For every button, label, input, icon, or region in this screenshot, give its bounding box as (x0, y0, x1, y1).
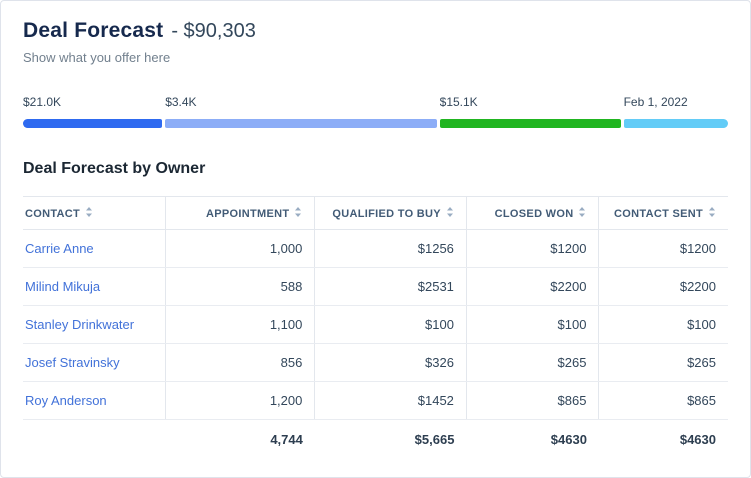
table-row: Milind Mikuja 588 $2531 $2200 $2200 (23, 267, 728, 306)
closed-won-value: $865 (466, 381, 600, 420)
qualified-value: $326 (314, 343, 467, 382)
header: Deal Forecast - $90,303 (23, 19, 728, 43)
column-header-contact[interactable]: Contact (23, 196, 166, 230)
contact-link[interactable]: Josef Stravinsky (25, 355, 120, 370)
column-header-qualified-to-buy[interactable]: Qualified to Buy (314, 196, 467, 230)
sort-icon (446, 207, 453, 217)
qualified-value: $100 (314, 305, 467, 344)
table-row: Stanley Drinkwater 1,100 $100 $100 $100 (23, 305, 728, 344)
table-title: Deal Forecast by Owner (23, 160, 206, 177)
totals-empty-cell (23, 420, 165, 460)
closed-won-value: $100 (466, 305, 600, 344)
progress-segment (623, 119, 728, 128)
table-header-row: Contact Appointment Qualified to Buy Clo… (23, 196, 728, 230)
contact-sent-value: $865 (598, 381, 728, 420)
total-qualified: $5,665 (414, 432, 455, 447)
column-header-closed-won[interactable]: Closed Won (466, 196, 600, 230)
column-header-contact-sent[interactable]: Contact Sent (598, 196, 728, 230)
qualified-value: $2531 (314, 267, 467, 306)
progress-bar (23, 119, 728, 128)
contact-sent-value: $265 (598, 343, 728, 382)
contact-link[interactable]: Roy Anderson (25, 393, 107, 408)
sort-icon (709, 207, 715, 217)
appointment-value: 1,200 (165, 381, 316, 420)
closed-won-value: $1200 (466, 229, 600, 268)
total-contact-sent: $4630 (679, 432, 716, 447)
column-header-appointment[interactable]: Appointment (165, 196, 316, 230)
qualified-value: $1256 (314, 229, 467, 268)
progress-labels: $21.0K $3.4K $15.1K Feb 1, 2022 (23, 95, 728, 109)
sort-icon (579, 207, 586, 217)
closed-won-value: $2200 (466, 267, 600, 306)
totals-row: 4,744 $5,665 $4630 $4630 (23, 420, 728, 460)
contact-sent-value: $100 (598, 305, 728, 344)
contact-sent-value: $2200 (598, 267, 728, 306)
progress-segment (23, 119, 163, 128)
appointment-value: 1,100 (165, 305, 316, 344)
progress-segment-label: Feb 1, 2022 (623, 95, 688, 109)
total-appointment: 4,744 (270, 432, 303, 447)
subtitle: Show what you offer here (23, 50, 171, 65)
table-row: Carrie Anne 1,000 $1256 $1200 $1200 (23, 229, 728, 268)
forecast-amount: - $90,303 (171, 20, 256, 42)
sort-icon (295, 207, 302, 217)
deal-forecast-table: Contact Appointment Qualified to Buy Clo… (23, 196, 728, 459)
table-row: Josef Stravinsky 856 $326 $265 $265 (23, 343, 728, 382)
progress-segment-label: $21.0K (23, 95, 62, 109)
contact-link[interactable]: Carrie Anne (25, 241, 94, 256)
progress-segment (165, 119, 437, 128)
progress-segment (439, 119, 621, 128)
progress-segment-label: $15.1K (439, 95, 478, 109)
page-title: Deal Forecast (23, 19, 164, 42)
total-closed-won: $4630 (550, 432, 587, 447)
contact-sent-value: $1200 (598, 229, 728, 268)
qualified-value: $1452 (314, 381, 467, 420)
appointment-value: 1,000 (165, 229, 316, 268)
contact-link[interactable]: Stanley Drinkwater (25, 317, 135, 332)
sort-icon (86, 207, 93, 217)
progress-segment-label: $3.4K (165, 95, 197, 109)
closed-won-value: $265 (466, 343, 600, 382)
contact-link[interactable]: Milind Mikuja (25, 279, 101, 294)
table-row: Roy Anderson 1,200 $1452 $865 $865 (23, 381, 728, 420)
forecast-progress-section: $21.0K $3.4K $15.1K Feb 1, 2022 (23, 95, 728, 128)
appointment-value: 588 (165, 267, 316, 306)
appointment-value: 856 (165, 343, 316, 382)
